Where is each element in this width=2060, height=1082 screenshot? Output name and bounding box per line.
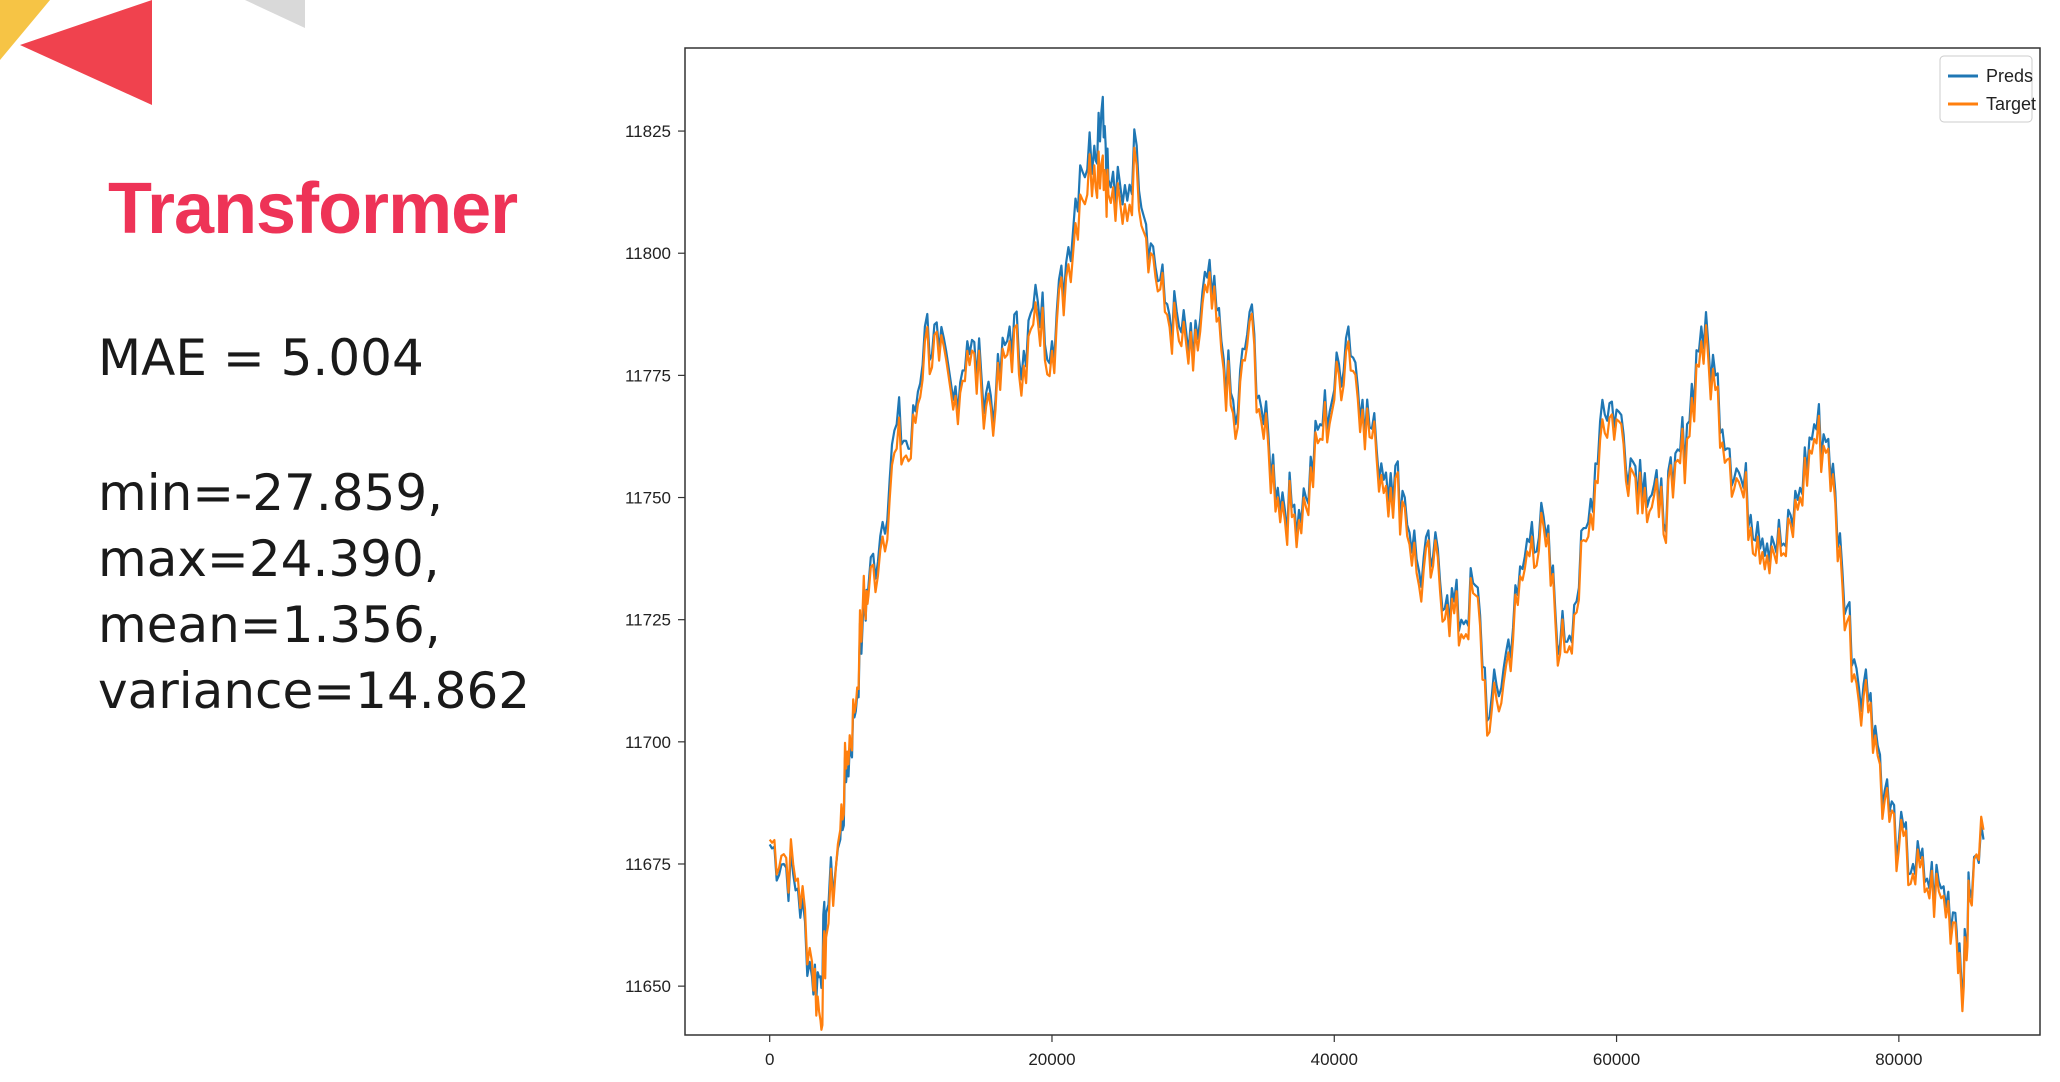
x-tick-label: 20000 (1028, 1050, 1075, 1069)
y-tick-label: 11650 (625, 977, 671, 996)
x-tick-label: 40000 (1311, 1050, 1358, 1069)
slide-title: Transformer (108, 169, 518, 249)
legend-label-target: Target (1986, 94, 2036, 114)
stat-max: max=24.390, (98, 530, 440, 588)
x-tick-label: 60000 (1593, 1050, 1640, 1069)
y-tick-label: 11725 (625, 611, 671, 630)
predictions-chart: 11650 11675 11700 11725 11750 11775 11800 11825… (625, 47, 2041, 1069)
y-tick-label: 11800 (625, 244, 671, 263)
error-stats: min=-27.859, max=24.390, mean=1.356, var… (98, 460, 530, 724)
gray-triangle (245, 0, 305, 28)
x-tick-label: 0 (765, 1050, 774, 1069)
stat-mean: mean=1.356, (98, 596, 441, 654)
y-tick-label: 11750 (625, 489, 671, 508)
corner-decoration (0, 0, 305, 105)
plot-frame (684, 47, 2041, 1036)
x-tick-label: 80000 (1875, 1050, 1922, 1069)
y-tick-label: 11675 (625, 855, 671, 874)
mae-metric: MAE = 5.004 (98, 329, 424, 387)
series-line-preds (768, 95, 1985, 1001)
stat-variance: variance=14.862 (98, 662, 531, 720)
series-line-target (768, 146, 1985, 1031)
y-tick-label: 11700 (625, 733, 671, 752)
legend-label-preds: Preds (1986, 66, 2033, 86)
y-tick-label: 11775 (625, 366, 671, 385)
red-triangle (20, 0, 152, 105)
stat-min: min=-27.859, (98, 464, 444, 522)
y-tick-label: 11825 (625, 122, 671, 141)
yellow-triangle (0, 0, 50, 60)
